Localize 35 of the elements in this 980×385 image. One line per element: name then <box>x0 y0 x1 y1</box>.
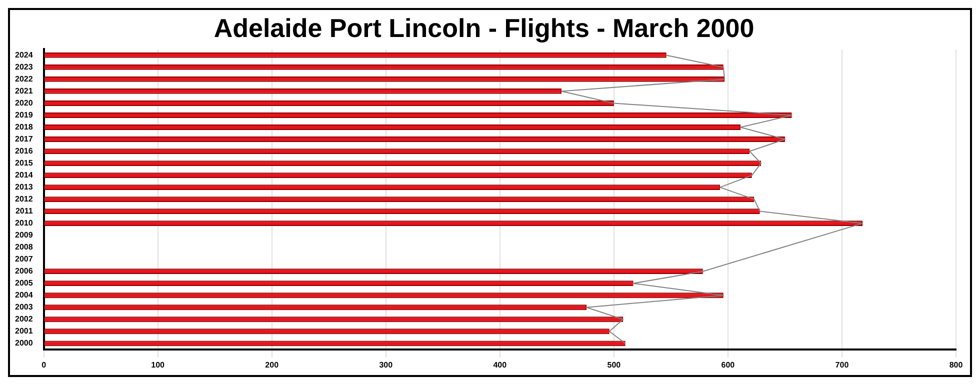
y-tick-label: 2012 <box>15 194 34 204</box>
y-tick-label: 2020 <box>15 98 34 108</box>
y-tick-label: 2023 <box>15 62 34 72</box>
y-tick-label: 2000 <box>15 338 34 348</box>
y-tick-label: 2017 <box>15 134 34 144</box>
y-tick-label: 2014 <box>15 170 34 180</box>
y-tick-label: 2009 <box>15 230 34 240</box>
x-tick-label: 500 <box>607 360 622 370</box>
y-tick-label: 2010 <box>15 218 34 228</box>
y-tick-label: 2007 <box>15 254 34 264</box>
y-tick-label: 2002 <box>15 314 34 324</box>
y-tick-label: 2001 <box>15 326 34 336</box>
y-tick-label: 2008 <box>15 242 34 252</box>
x-tick-label: 300 <box>379 360 394 370</box>
x-tick-label: 400 <box>493 360 508 370</box>
chart-title: Adelaide Port Lincoln - Flights - March 2000 <box>214 12 754 43</box>
y-tick-label: 2004 <box>15 290 34 300</box>
y-tick-label: 2006 <box>15 266 34 276</box>
y-tick-label: 2021 <box>15 86 34 96</box>
y-tick-label: 2022 <box>15 74 34 84</box>
y-tick-label: 2003 <box>15 302 34 312</box>
x-tick-label: 100 <box>151 360 166 370</box>
y-tick-label: 2019 <box>15 110 34 120</box>
y-tick-label: 2013 <box>15 182 34 192</box>
x-tick-label: 200 <box>265 360 280 370</box>
y-tick-label: 2024 <box>15 50 34 60</box>
x-tick-label: 0 <box>42 360 47 370</box>
y-tick-label: 2011 <box>15 206 34 216</box>
x-tick-label: 800 <box>949 360 964 370</box>
x-tick-label: 600 <box>721 360 736 370</box>
y-tick-label: 2016 <box>15 146 34 156</box>
y-tick-label: 2015 <box>15 158 34 168</box>
y-tick-label: 2018 <box>15 122 34 132</box>
y-tick-label: 2005 <box>15 278 34 288</box>
x-tick-label: 700 <box>835 360 850 370</box>
